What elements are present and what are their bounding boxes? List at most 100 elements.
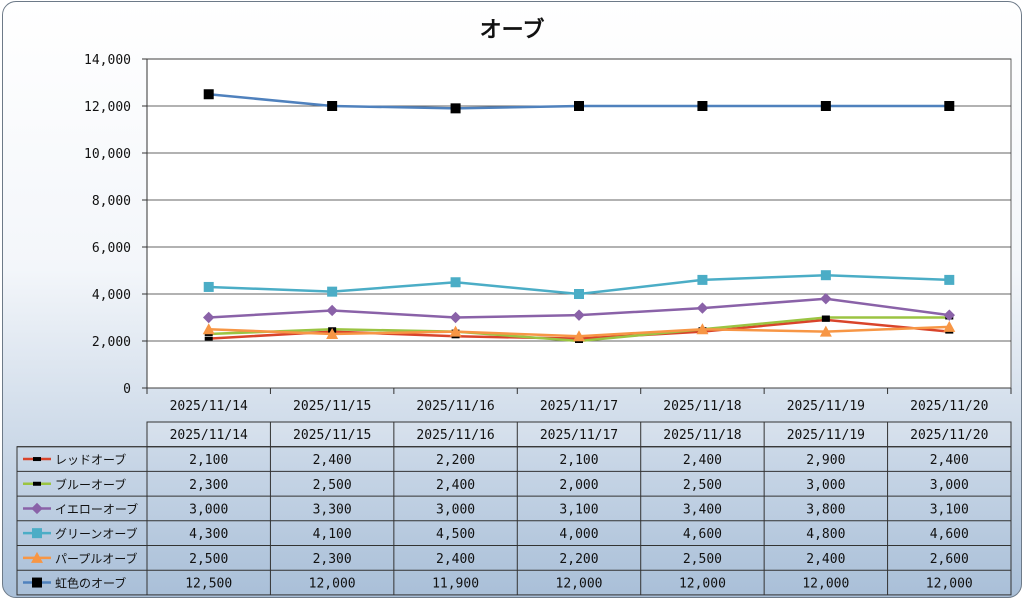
table-cell: 2,400: [683, 453, 722, 468]
y-tick-label: 8,000: [92, 194, 131, 209]
table-cell: 4,600: [930, 527, 969, 542]
chart-title: オーブ: [479, 18, 545, 43]
data-point: [697, 101, 708, 111]
table-cell: 2,400: [436, 552, 475, 567]
x-tick-label: 2025/11/17: [540, 399, 618, 414]
y-tick-label: 12,000: [84, 100, 131, 115]
legend-key-marker: [32, 577, 42, 588]
table-cell: 12,000: [802, 577, 849, 592]
x-tick-label: 2025/11/15: [293, 399, 371, 414]
data-point: [574, 289, 584, 299]
series-4: [202, 320, 956, 342]
legend-label: レッドオーブ: [55, 452, 126, 467]
legend-label: イエローオーブ: [55, 501, 138, 516]
table-cell: 2,100: [189, 453, 228, 468]
table-cell: 2,000: [559, 478, 598, 493]
legend-key-marker: [33, 481, 41, 486]
table-cell: 2,300: [313, 552, 352, 567]
data-point: [943, 320, 956, 332]
data-point: [821, 315, 830, 320]
legend-key-marker: [31, 551, 43, 563]
table-header-cell: 2025/11/18: [663, 428, 741, 443]
data-point: [819, 325, 832, 337]
x-tick-label: 2025/11/14: [170, 399, 248, 414]
table-cell: 2,300: [189, 478, 228, 493]
table-cell: 12,500: [185, 577, 232, 592]
table-cell: 2,500: [683, 478, 722, 493]
data-point: [696, 323, 709, 335]
legend-label: 虹色のオーブ: [55, 576, 126, 591]
table-cell: 4,600: [683, 527, 722, 542]
table-cell: 2,500: [683, 552, 722, 567]
table-cell: 3,400: [683, 502, 722, 517]
table-cell: 4,800: [806, 527, 845, 542]
table-cell: 3,000: [806, 478, 845, 493]
data-point: [449, 311, 462, 324]
y-tick-label: 2,000: [92, 335, 131, 350]
x-tick-label: 2025/11/20: [910, 399, 988, 414]
legend-label: ブルーオーブ: [55, 477, 126, 492]
y-tick-label: 10,000: [84, 147, 131, 162]
data-point: [203, 311, 215, 324]
data-point: [327, 101, 338, 111]
table-cell: 4,300: [189, 527, 228, 542]
table-cell: 12,000: [309, 577, 356, 592]
table-cell: 4,100: [313, 527, 352, 542]
table-cell: 12,000: [556, 577, 603, 592]
y-tick-label: 14,000: [84, 53, 131, 68]
table-cell: 2,400: [313, 453, 352, 468]
data-point: [574, 101, 584, 111]
legend-key-marker: [31, 502, 43, 515]
data-point: [450, 103, 461, 114]
table-cell: 3,100: [930, 502, 969, 517]
data-point: [202, 323, 215, 335]
table-cell: 12,000: [926, 577, 973, 592]
table-cell: 3,000: [436, 502, 475, 517]
legend-label: グリーンオーブ: [55, 526, 138, 541]
table-cell: 4,500: [436, 527, 475, 542]
series-5: [203, 89, 955, 114]
table-header-cell: 2025/11/17: [540, 428, 618, 443]
table-cell: 2,400: [930, 453, 969, 468]
series-2: [203, 292, 955, 324]
x-tick-label: 2025/11/18: [663, 399, 741, 414]
legend-key-marker: [33, 457, 41, 462]
table-cell: 2,600: [930, 552, 969, 567]
table-cell: 11,900: [432, 577, 479, 592]
x-tick-label: 2025/11/19: [787, 399, 865, 414]
table-header-cell: 2025/11/16: [416, 428, 494, 443]
table-cell: 3,300: [313, 502, 352, 517]
table-cell: 2,500: [189, 552, 228, 567]
table-cell: 2,500: [313, 478, 352, 493]
data-point: [573, 309, 585, 321]
line-chart: 0 2,000 4,000 6,000 8,000 10,000 12,000 14,000 2…: [16, 53, 1012, 596]
data-point: [326, 327, 339, 339]
x-tick-label: 2025/11/16: [416, 399, 494, 414]
data-point: [944, 274, 955, 285]
data-point: [696, 302, 709, 314]
data-point: [203, 89, 214, 100]
table-cell: 3,000: [930, 478, 969, 493]
data-point: [820, 101, 831, 111]
data-point: [820, 292, 832, 305]
table-header-cell: 2025/11/19: [787, 428, 865, 443]
table-header-cell: 2025/11/14: [170, 428, 248, 443]
table-cell: 4,000: [559, 527, 598, 542]
data-point: [820, 270, 831, 281]
data-point: [943, 309, 955, 321]
data-point: [450, 277, 461, 288]
data-point: [697, 274, 708, 285]
table-cell: 2,900: [806, 453, 845, 468]
data-table: レッドオーブ 2,100 2,400 2,200 2,100 2,400 2,900 2,40…: [16, 421, 1012, 596]
data-point: [449, 325, 462, 337]
table-cell: 2,400: [806, 552, 845, 567]
data-point: [327, 286, 338, 297]
data-point: [204, 336, 213, 341]
table-header-cell: 2025/11/20: [910, 428, 988, 443]
table-cell: 2,200: [559, 552, 598, 567]
table-cell: 2,100: [559, 453, 598, 468]
y-tick-label: 4,000: [92, 288, 131, 303]
table-cell: 2,200: [436, 453, 475, 468]
legend-key-marker: [32, 528, 42, 539]
